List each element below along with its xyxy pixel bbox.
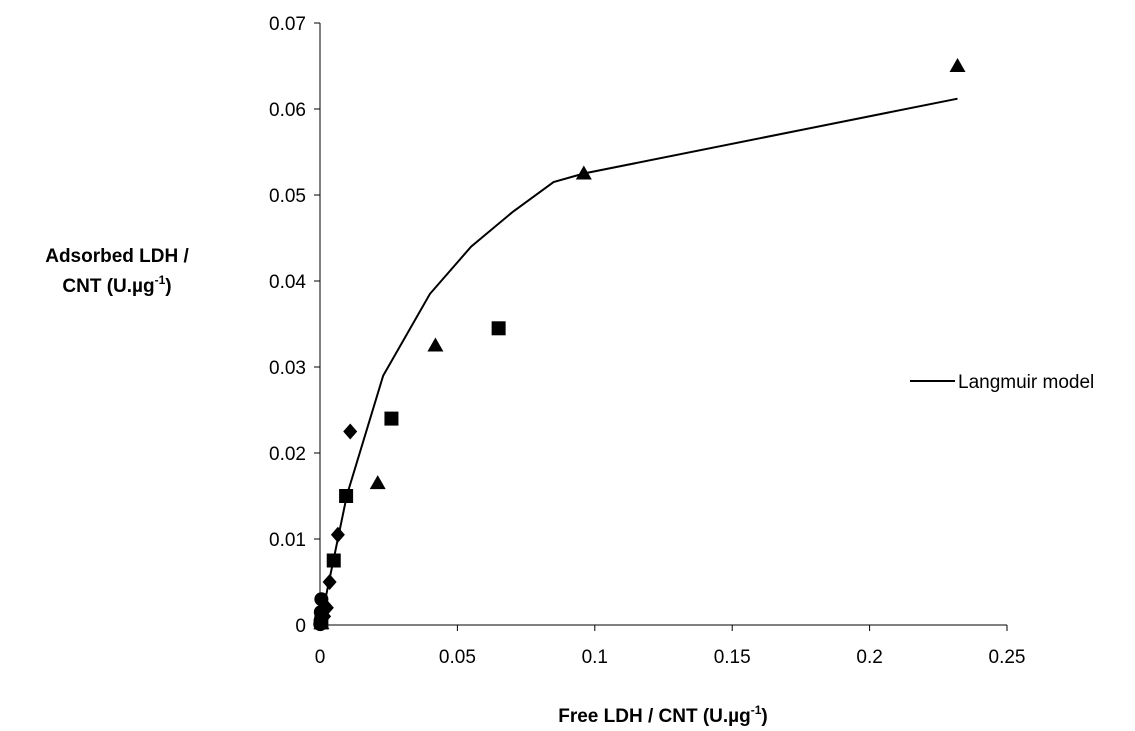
x-axis-label: Free LDH / CNT (U.µg-1) (558, 703, 768, 727)
square-marker (491, 321, 506, 336)
y-label-sup: -1 (155, 273, 166, 287)
x-tick-label: 0 (315, 647, 326, 668)
y-label-text: CNT (U.µg (62, 276, 154, 297)
y-axis-label-line1: Adsorbed LDH / (45, 246, 189, 267)
x-tick-label: 0.15 (714, 647, 751, 668)
x-tick-label: 0.2 (856, 647, 882, 668)
y-tick-label: 0.05 (269, 186, 306, 207)
y-tick-label: 0.01 (269, 530, 306, 551)
triangle-marker (427, 337, 444, 352)
x-label-text: Free LDH / CNT (U.µg (558, 706, 751, 727)
y-tick-label: 0 (295, 616, 306, 637)
y-tick-label: 0.04 (269, 272, 306, 293)
x-tick-label: 0.25 (989, 647, 1026, 668)
legend-label: Langmuir model (958, 372, 1094, 393)
x-tick-label: 0.05 (439, 647, 476, 668)
y-tick-label: 0.06 (269, 100, 306, 121)
x-tick-label: 0.1 (582, 647, 608, 668)
diamond-marker (343, 423, 358, 440)
y-label-end: ) (165, 276, 171, 297)
square-marker (384, 411, 399, 426)
y-tick-label: 0.02 (269, 444, 306, 465)
y-axis-label-line2: CNT (U.µg-1) (62, 273, 171, 297)
y-tick-label: 0.07 (269, 14, 306, 35)
x-label-sup: -1 (751, 703, 762, 717)
y-tick-label: 0.03 (269, 358, 306, 379)
triangle-marker (369, 475, 386, 490)
x-label-end: ) (761, 706, 767, 727)
triangle-marker (949, 58, 966, 72)
model-line (319, 97, 958, 626)
